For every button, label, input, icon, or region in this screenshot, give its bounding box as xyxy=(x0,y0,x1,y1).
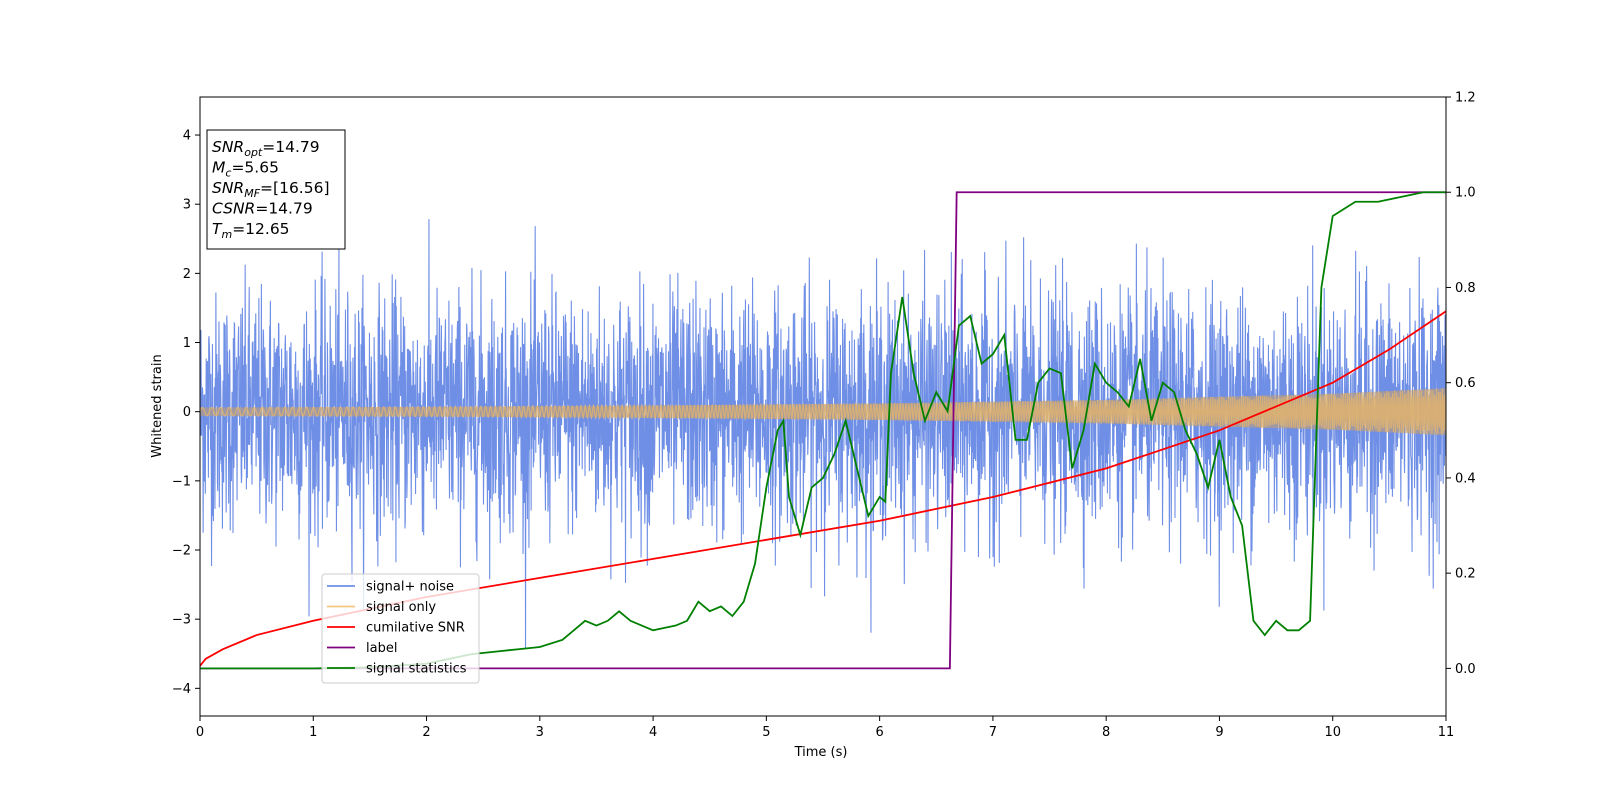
x-tick-label: 4 xyxy=(649,725,657,740)
legend-frame xyxy=(321,573,480,684)
plot-frame xyxy=(199,96,1447,717)
line-label xyxy=(200,191,1446,670)
x-tick-label: 6 xyxy=(875,725,883,740)
right-axis-series xyxy=(200,191,1446,670)
y-axis-left: −4 −3 −2 −1 0 1 2 3 4 xyxy=(172,129,200,697)
annotation-frame xyxy=(206,129,346,250)
x-axis: 0 1 2 3 4 5 6 7 8 9 10 11 xyxy=(196,716,1454,740)
y-right-tick-label: 1.2 xyxy=(1455,91,1476,106)
x-tick-label: 0 xyxy=(196,725,204,740)
y-left-tick-label: −1 xyxy=(172,474,191,489)
x-tick-label: 11 xyxy=(1438,725,1455,740)
y-right-tick-label: 0.6 xyxy=(1455,376,1476,391)
annotation-line: SNRopt=14.79 xyxy=(212,138,320,159)
y-left-tick-label: 3 xyxy=(183,198,191,213)
legend-label: cumilative SNR xyxy=(366,621,465,636)
legend-label: signal statistics xyxy=(366,662,467,677)
legend-label: signal+ noise xyxy=(366,580,454,595)
legend: signal+ noise signal only cumilative SNR la… xyxy=(321,573,480,684)
x-tick-label: 7 xyxy=(989,725,997,740)
x-tick-label: 3 xyxy=(536,725,544,740)
annotation-line: Tm=12.65 xyxy=(212,220,290,241)
annotation-line: SNRMF=[16.56] xyxy=(212,179,330,200)
x-tick-label: 5 xyxy=(762,725,770,740)
annotation-line: CSNR=14.79 xyxy=(212,200,313,218)
x-axis-label: Time (s) xyxy=(794,745,848,760)
line-cumilative-snr xyxy=(200,310,1446,667)
stats-annotation-box: SNRopt=14.79Mc=5.65SNRMF=[16.56]CSNR=14.… xyxy=(206,129,346,250)
y-right-tick-label: 0.4 xyxy=(1455,471,1476,486)
y-axis-label: Whitened strain xyxy=(150,354,165,457)
y-axis-right: 0.0 0.2 0.4 0.6 0.8 1.0 1.2 xyxy=(1446,91,1476,677)
y-left-tick-label: −4 xyxy=(172,682,191,697)
y-right-tick-label: 1.0 xyxy=(1455,186,1476,201)
y-left-tick-label: 1 xyxy=(183,336,191,351)
y-left-tick-label: 0 xyxy=(183,405,191,420)
y-left-tick-label: 4 xyxy=(183,129,191,144)
x-tick-label: 9 xyxy=(1215,725,1223,740)
y-left-tick-label: 2 xyxy=(183,267,191,282)
annotation-line: Mc=5.65 xyxy=(212,159,279,180)
series-signal-only xyxy=(200,388,1446,436)
x-tick-label: 2 xyxy=(422,725,430,740)
y-right-tick-label: 0.8 xyxy=(1455,281,1476,296)
x-tick-label: 1 xyxy=(309,725,317,740)
y-left-tick-label: −3 xyxy=(172,613,191,628)
legend-label: signal only xyxy=(366,600,436,615)
y-right-tick-label: 0.0 xyxy=(1455,662,1476,677)
signal-only-envelope xyxy=(200,388,1446,436)
x-tick-label: 8 xyxy=(1102,725,1110,740)
line-signal-statistics xyxy=(200,191,1446,670)
y-left-tick-label: −2 xyxy=(172,544,191,559)
x-tick-label: 10 xyxy=(1324,725,1341,740)
y-right-tick-label: 0.2 xyxy=(1455,567,1476,582)
legend-label: label xyxy=(366,641,397,656)
